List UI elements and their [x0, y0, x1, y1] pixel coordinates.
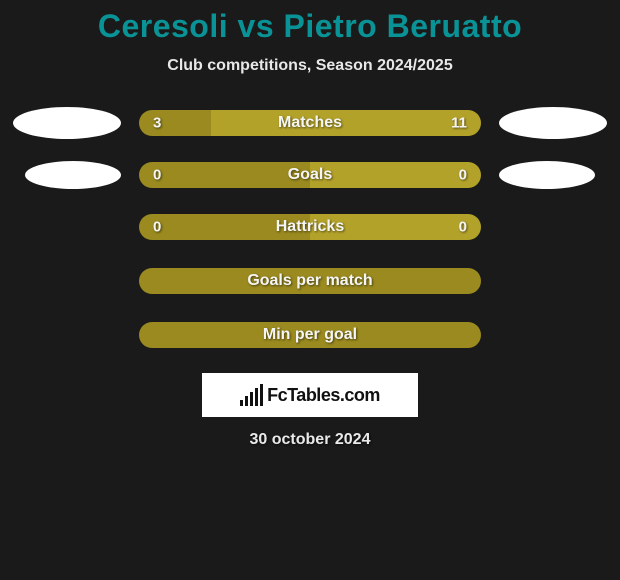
bar-segment-left — [139, 110, 211, 136]
stat-row: Goals per match — [0, 265, 620, 297]
stat-row: 00Hattricks — [0, 211, 620, 243]
bar-segment-right — [310, 214, 481, 240]
stat-bar: Goals per match — [139, 268, 481, 294]
bar-segment-left — [139, 268, 481, 294]
stat-bar: Min per goal — [139, 322, 481, 348]
logo-text: FcTables.com — [267, 385, 380, 406]
stat-row: 00Goals — [0, 161, 620, 189]
bar-segment-left — [139, 214, 310, 240]
bar-segment-left — [139, 322, 481, 348]
bar-segment-right — [310, 162, 481, 188]
logo-bars-icon — [240, 384, 263, 406]
player2-marker — [499, 161, 595, 189]
player1-marker — [25, 161, 121, 189]
player2-marker — [499, 107, 607, 139]
bar-segment-left — [139, 162, 310, 188]
source-logo: FcTables.com — [202, 373, 418, 417]
bar-segment-right — [211, 110, 481, 136]
stats-region: 311Matches 00Goals 00Hattricks Goals per ma… — [0, 107, 620, 351]
page-title: Ceresoli vs Pietro Beruatto — [0, 8, 620, 45]
footer-date: 30 october 2024 — [0, 431, 620, 449]
stat-bar: 311Matches — [139, 110, 481, 136]
subtitle: Club competitions, Season 2024/2025 — [0, 57, 620, 75]
player1-marker — [13, 107, 121, 139]
stat-bar: 00Hattricks — [139, 214, 481, 240]
stat-bar: 00Goals — [139, 162, 481, 188]
stat-row: Min per goal — [0, 319, 620, 351]
infographic-container: Ceresoli vs Pietro Beruatto Club competi… — [0, 0, 620, 449]
stat-row: 311Matches — [0, 107, 620, 139]
